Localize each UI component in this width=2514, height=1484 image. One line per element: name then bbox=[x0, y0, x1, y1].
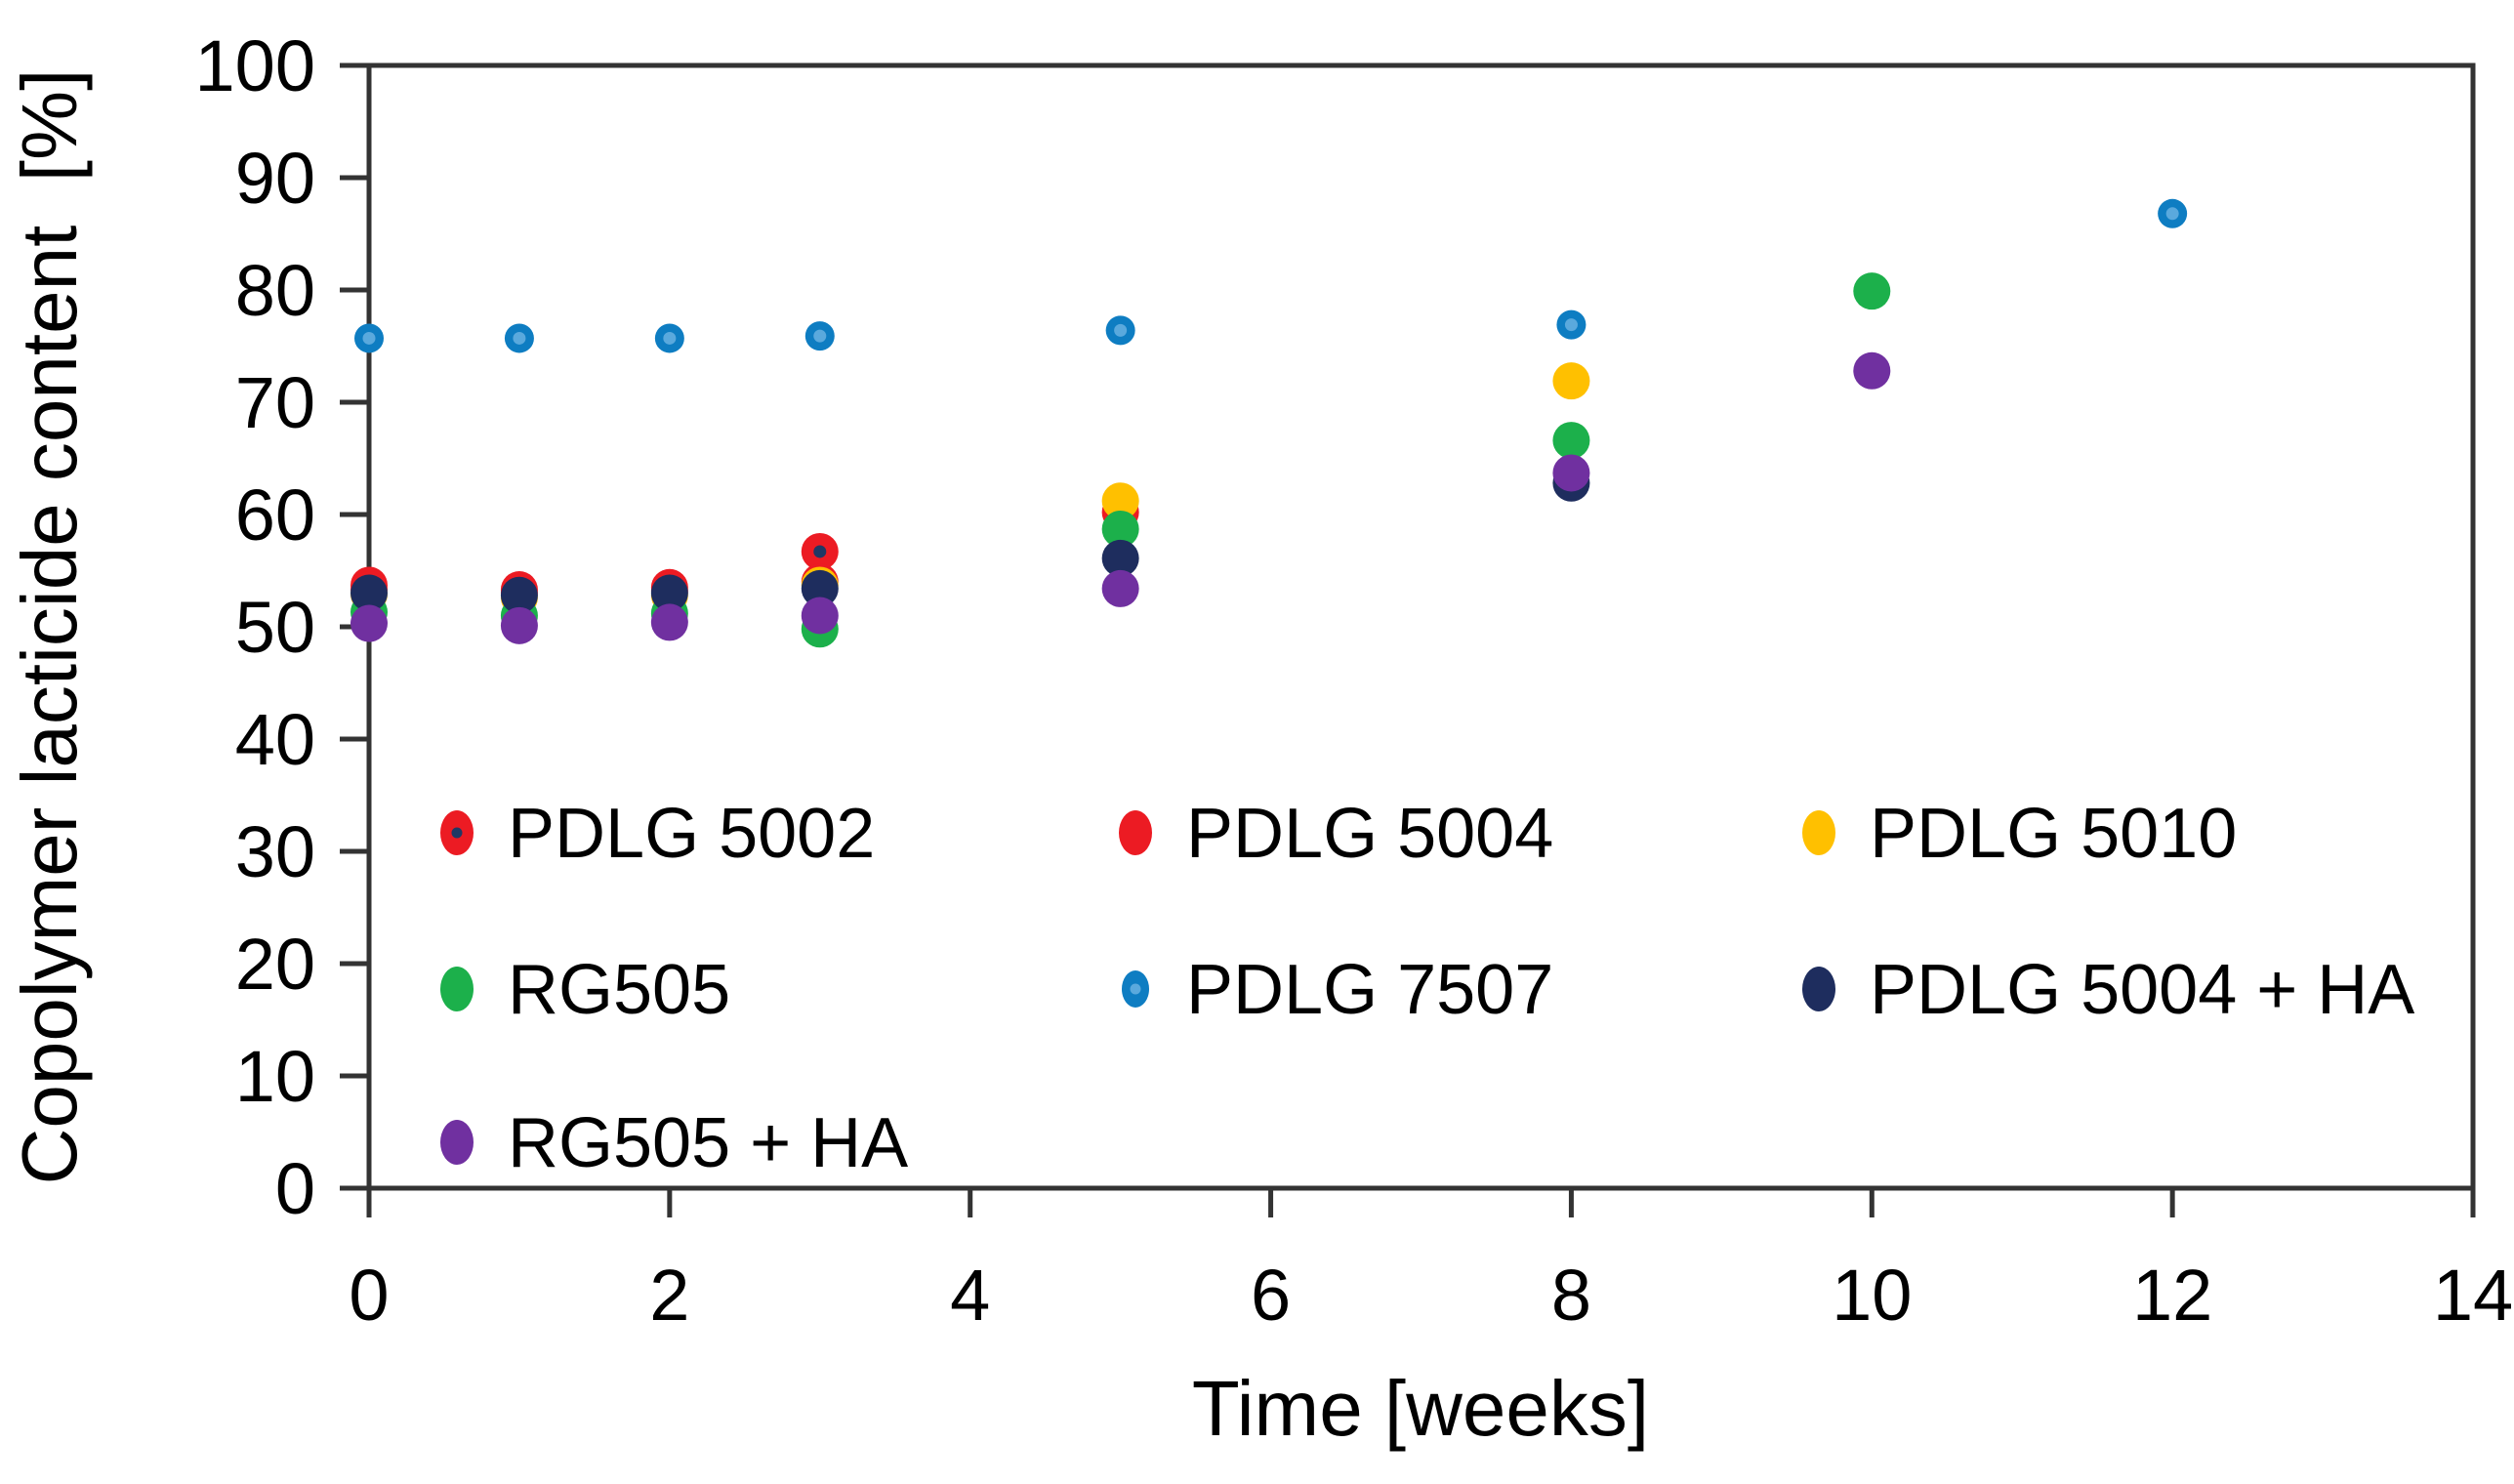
y-axis-title: Copolymer lacticide content [%] bbox=[6, 69, 93, 1185]
legend-item-label: PDLG 5004 + HA bbox=[1870, 951, 2414, 1029]
x-tick-label: 10 bbox=[1832, 1255, 1912, 1336]
data-point bbox=[1853, 351, 1891, 390]
y-axis-ticks bbox=[340, 62, 369, 1191]
data-point bbox=[1101, 539, 1139, 577]
x-tick-label: 2 bbox=[649, 1255, 689, 1336]
x-tick-label: 6 bbox=[1251, 1255, 1291, 1336]
data-point bbox=[1853, 272, 1891, 310]
x-tick-label: 0 bbox=[349, 1255, 389, 1336]
legend-item-label: PDLG 7507 bbox=[1186, 951, 1553, 1029]
data-point bbox=[801, 569, 839, 607]
legend-marker bbox=[440, 967, 474, 1011]
x-axis-title: Time [weeks] bbox=[1192, 1365, 1649, 1452]
data-point bbox=[1101, 482, 1139, 520]
y-tick-label: 100 bbox=[195, 25, 315, 106]
y-tick-label: 0 bbox=[275, 1148, 315, 1229]
y-tick-label: 60 bbox=[235, 474, 315, 556]
x-tick-label: 14 bbox=[2433, 1255, 2513, 1336]
data-point bbox=[801, 597, 839, 635]
data-point-center bbox=[513, 331, 526, 345]
data-point bbox=[1101, 510, 1139, 548]
legend-marker bbox=[1802, 810, 1835, 855]
data-point bbox=[500, 576, 538, 614]
y-tick-label: 80 bbox=[235, 250, 315, 331]
legend: PDLG 5002 PDLG 5004 PDLG 5010 RG505 PDLG 750… bbox=[440, 795, 2414, 1182]
legend-marker bbox=[1802, 967, 1835, 1011]
legend-marker-center bbox=[1130, 983, 1141, 995]
data-point-center bbox=[1114, 323, 1128, 337]
data-point bbox=[650, 603, 688, 641]
data-point-center bbox=[1564, 318, 1578, 332]
x-tick-label: 12 bbox=[2132, 1255, 2212, 1336]
legend-item-label: RG505 + HA bbox=[508, 1104, 908, 1182]
legend-marker bbox=[440, 1120, 474, 1165]
data-point-center bbox=[663, 331, 677, 345]
y-tick-label: 30 bbox=[235, 811, 315, 892]
data-point bbox=[650, 574, 688, 612]
data-point bbox=[350, 604, 388, 642]
data-point bbox=[350, 574, 388, 612]
y-tick-label: 40 bbox=[235, 699, 315, 780]
y-tick-label: 90 bbox=[235, 138, 315, 219]
data-point-center bbox=[2165, 207, 2179, 221]
y-tick-label: 20 bbox=[235, 924, 315, 1005]
data-points bbox=[350, 198, 2188, 648]
x-axis-ticks bbox=[366, 1188, 2476, 1217]
x-tick-label: 4 bbox=[950, 1255, 990, 1336]
x-axis-tick-labels: 0 2 4 6 8 10 12 14 bbox=[349, 1255, 2513, 1336]
y-axis-tick-labels: 0 10 20 30 40 50 60 70 80 90 100 bbox=[195, 25, 315, 1229]
data-point bbox=[500, 606, 538, 644]
y-tick-label: 70 bbox=[235, 362, 315, 443]
data-point bbox=[1552, 454, 1590, 492]
data-point bbox=[1552, 422, 1590, 460]
legend-item-label: RG505 bbox=[508, 951, 730, 1029]
legend-item-label: PDLG 5010 bbox=[1870, 795, 2237, 873]
legend-marker bbox=[1119, 810, 1152, 855]
data-point-center bbox=[362, 331, 376, 345]
y-tick-label: 50 bbox=[235, 587, 315, 668]
data-point-center bbox=[813, 545, 827, 558]
x-tick-label: 8 bbox=[1551, 1255, 1591, 1336]
legend-marker-center bbox=[451, 827, 463, 839]
data-point bbox=[1101, 569, 1139, 607]
data-point bbox=[1552, 362, 1590, 400]
legend-item-label: PDLG 5004 bbox=[1186, 795, 1553, 873]
y-tick-label: 10 bbox=[235, 1036, 315, 1117]
legend-item-label: PDLG 5002 bbox=[508, 795, 875, 873]
data-point-center bbox=[813, 329, 827, 343]
